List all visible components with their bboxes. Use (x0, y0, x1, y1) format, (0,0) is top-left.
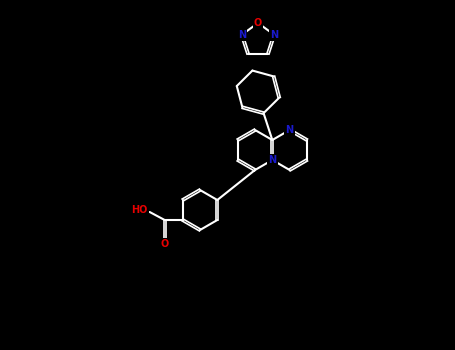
Text: N: N (270, 30, 278, 40)
Text: O: O (254, 18, 262, 28)
Text: N: N (268, 155, 276, 165)
Text: HO: HO (131, 205, 148, 215)
Text: N: N (238, 30, 246, 40)
Text: O: O (161, 239, 169, 249)
Text: N: N (286, 125, 294, 135)
